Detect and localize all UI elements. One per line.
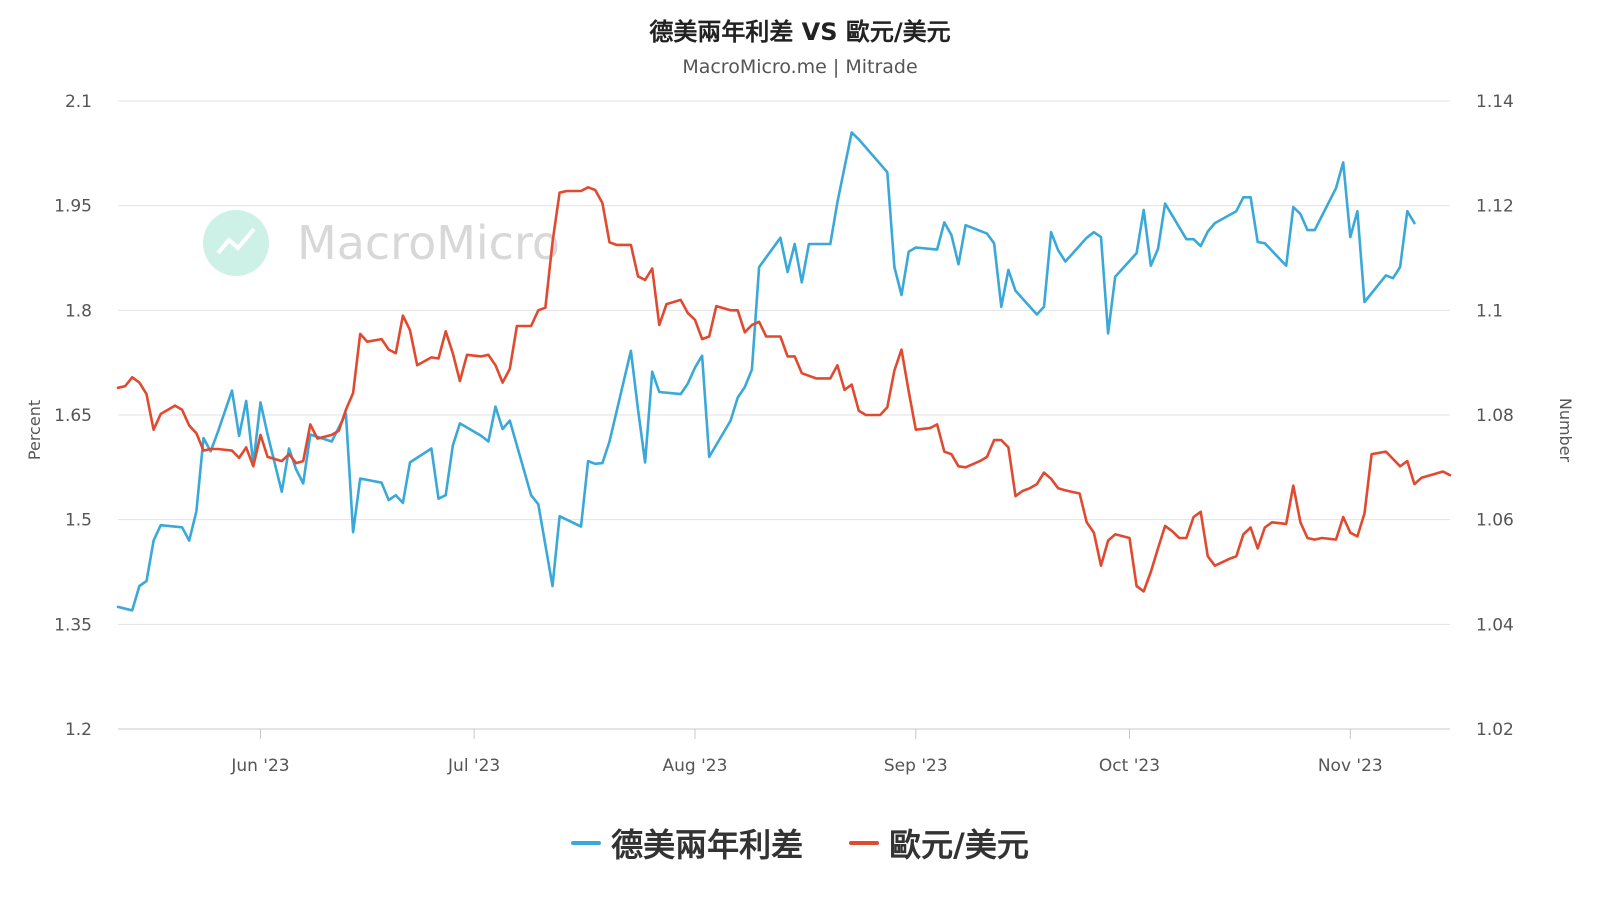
- y-left-axis-label: Percent: [25, 400, 44, 460]
- y-left-tick-label: 1.95: [54, 197, 92, 217]
- chart-subtitle: MacroMicro.me | Mitrade: [682, 56, 918, 78]
- legend-swatch-spread: [571, 841, 602, 845]
- series: [116, 131, 1452, 612]
- y-left-tick-label: 2.1: [65, 92, 92, 112]
- legend-label-eurusd: 歐元/美元: [889, 826, 1029, 864]
- legend-label-spread: 德美兩年利差: [611, 826, 804, 864]
- y-left-tick-label: 1.2: [65, 720, 92, 740]
- y-right-tick-label: 1.08: [1476, 406, 1514, 426]
- y-right-tick-label: 1.04: [1476, 615, 1514, 635]
- y-right-axis-label: Number: [1556, 398, 1575, 463]
- legend-item-spread[interactable]: 德美兩年利差: [571, 820, 803, 866]
- x-tick-label: Oct '23: [1099, 756, 1160, 776]
- y-left-tick-label: 1.8: [65, 301, 92, 321]
- legend: 德美兩年利差 歐元/美元: [0, 820, 1600, 866]
- legend-swatch-eurusd: [849, 841, 880, 845]
- axes: 1.2 1.02 1.35 1.04 1.5 1.06 1.65 1.08 1.8 1.1 1.95…: [54, 92, 1514, 776]
- x-tick-label: Jun '23: [230, 756, 289, 776]
- y-left-tick-label: 1.65: [54, 406, 92, 426]
- watermark: MacroMicro: [203, 210, 560, 276]
- legend-item-eurusd[interactable]: 歐元/美元: [849, 820, 1029, 866]
- x-tick-label: Nov '23: [1318, 756, 1383, 776]
- watermark-text: MacroMicro: [297, 216, 560, 270]
- watermark-logo-icon: [203, 210, 269, 276]
- watermark-logo-trend-icon: [216, 227, 256, 255]
- x-tick-label: Sep '23: [884, 756, 948, 776]
- y-right-tick-label: 1.02: [1476, 720, 1514, 740]
- chart-title: 德美兩年利差 VS 歐元/美元: [649, 18, 951, 46]
- series-line-eurusd: [116, 186, 1452, 593]
- y-right-tick-label: 1.14: [1476, 92, 1514, 112]
- series-line-spread: [116, 131, 1416, 612]
- y-left-tick-label: 1.5: [65, 511, 92, 531]
- grid: [118, 100, 1450, 730]
- y-right-tick-label: 1.12: [1476, 197, 1514, 217]
- y-right-tick-label: 1.1: [1476, 301, 1503, 321]
- x-tick-label: Jul '23: [447, 756, 500, 776]
- y-left-tick-label: 1.35: [54, 615, 92, 635]
- y-right-tick-label: 1.06: [1476, 511, 1514, 531]
- x-tick-label: Aug '23: [663, 756, 728, 776]
